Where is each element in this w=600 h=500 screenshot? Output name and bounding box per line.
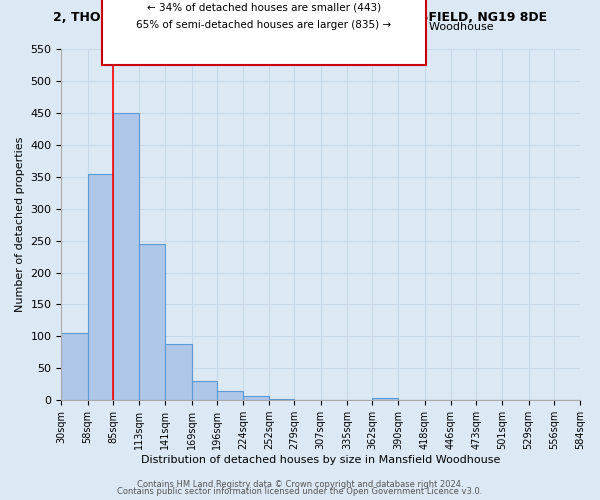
Text: Contains public sector information licensed under the Open Government Licence v3: Contains public sector information licen… bbox=[118, 487, 482, 496]
Bar bbox=[166, 344, 191, 400]
Text: 2, THORESBY ROAD, MANSFIELD WOODHOUSE, MANSFIELD, NG19 8DE: 2, THORESBY ROAD, MANSFIELD WOODHOUSE, M… bbox=[53, 11, 547, 24]
Bar bbox=[269, 399, 295, 400]
Text: 65% of semi-detached houses are larger (835) →: 65% of semi-detached houses are larger (… bbox=[136, 20, 392, 30]
Bar bbox=[372, 398, 398, 400]
Bar bbox=[217, 390, 243, 400]
Bar bbox=[243, 396, 269, 400]
Text: Contains HM Land Registry data © Crown copyright and database right 2024.: Contains HM Land Registry data © Crown c… bbox=[137, 480, 463, 489]
Bar bbox=[88, 174, 113, 400]
Y-axis label: Number of detached properties: Number of detached properties bbox=[15, 137, 25, 312]
Bar bbox=[61, 333, 88, 400]
Bar bbox=[113, 113, 139, 400]
Bar bbox=[191, 381, 217, 400]
Bar bbox=[580, 398, 600, 400]
Bar bbox=[139, 244, 166, 400]
Text: ← 34% of detached houses are smaller (443): ← 34% of detached houses are smaller (44… bbox=[147, 2, 381, 12]
X-axis label: Distribution of detached houses by size in Mansfield Woodhouse: Distribution of detached houses by size … bbox=[141, 455, 500, 465]
Text: Size of property relative to detached houses in Mansfield Woodhouse: Size of property relative to detached ho… bbox=[107, 22, 493, 32]
